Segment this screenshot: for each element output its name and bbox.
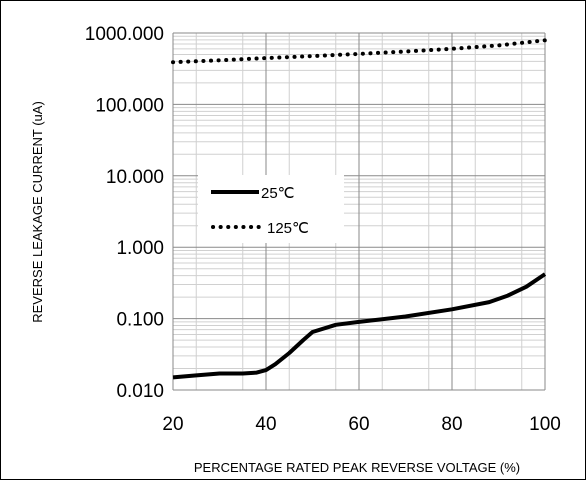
y-tick-label: 10.000 — [106, 167, 164, 188]
x-tick-label: 80 — [441, 414, 462, 435]
series-layer — [171, 38, 547, 380]
legend: 25℃ 125℃ — [198, 175, 344, 243]
x-tick-label: 100 — [529, 414, 561, 435]
y-tick-label: 1.000 — [116, 238, 164, 259]
legend-label-25c: 25℃ — [261, 185, 295, 202]
legend-background — [198, 175, 344, 243]
tick-labels: 0.010 0.100 1.000 10.000 100.000 1000.000 20 40… — [85, 24, 561, 435]
series-line-125c — [171, 38, 547, 65]
y-tick-label: 1000.000 — [85, 24, 164, 45]
legend-label-125c: 125℃ — [267, 220, 309, 237]
x-tick-label: 60 — [348, 414, 369, 435]
y-tick-label: 0.100 — [116, 310, 164, 331]
y-axis-title: REVERSE LEAKAGE CURRENT (uA) — [30, 101, 45, 323]
y-tick-label: 100.000 — [95, 95, 164, 116]
x-tick-label: 40 — [255, 414, 276, 435]
x-tick-label: 20 — [162, 414, 183, 435]
x-axis-title: PERCENTAGE RATED PEAK REVERSE VOLTAGE (%… — [194, 460, 520, 475]
series-line-25c — [172, 272, 547, 380]
y-tick-label: 0.010 — [116, 381, 164, 402]
